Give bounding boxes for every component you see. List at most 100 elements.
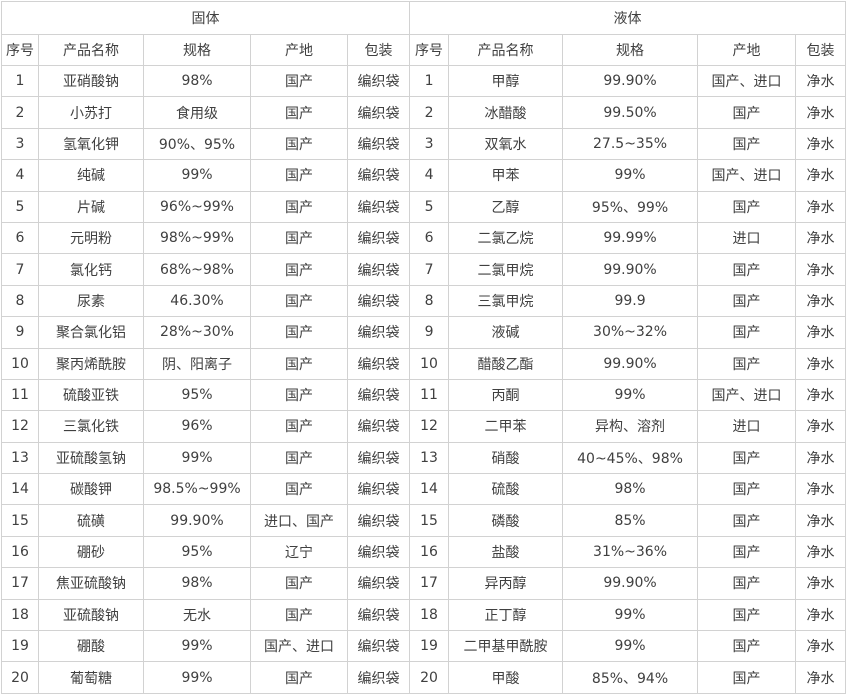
cell-solid-product-name: 亚硝酸钠 — [38, 64, 144, 98]
column-header-liquid-spec: 规格 — [562, 34, 699, 66]
cell-liquid-package: 净水 — [795, 630, 846, 663]
cell-liquid-package: 净水 — [795, 96, 846, 129]
cell-liquid-package: 净水 — [795, 127, 846, 161]
cell-solid-index: 7 — [1, 253, 39, 286]
cell-solid-product-name: 三氯化铁 — [38, 410, 144, 443]
cell-solid-index: 8 — [1, 284, 39, 318]
cell-solid-origin: 国产 — [250, 473, 348, 506]
group-header-row: 固体 液体 — [0, 1, 846, 35]
cell-solid-spec: 98.5%~99% — [143, 473, 251, 506]
cell-liquid-spec: 99.99% — [562, 221, 699, 255]
cell-solid-product-name: 硫酸亚铁 — [38, 378, 144, 412]
cell-solid-origin: 国产 — [250, 190, 348, 223]
cell-liquid-product-name: 醋酸乙酯 — [448, 347, 564, 380]
table-row: 11 硫酸亚铁 95% 国产 编织袋 11 丙酮 99% 国产、进口 净水 — [1, 378, 846, 412]
cell-solid-origin: 进口、国产 — [250, 504, 348, 537]
cell-solid-origin: 国产、进口 — [250, 630, 348, 663]
cell-liquid-origin: 国产 — [697, 535, 797, 569]
cell-liquid-index: 1 — [409, 64, 450, 98]
column-header-solid-index: 序号 — [1, 34, 39, 66]
cell-liquid-spec: 99.90% — [562, 64, 699, 98]
liquid-group-header: 液体 — [409, 1, 846, 35]
table-row: 5 片碱 96%~99% 国产 编织袋 5 乙醇 95%、99% 国产 净水 — [1, 190, 846, 223]
cell-liquid-index: 12 — [409, 410, 450, 443]
cell-solid-package: 编织袋 — [346, 378, 411, 412]
cell-liquid-package: 净水 — [795, 221, 846, 255]
cell-solid-index: 2 — [1, 96, 39, 129]
cell-liquid-product-name: 磷酸 — [448, 504, 564, 537]
cell-liquid-package: 净水 — [795, 64, 846, 98]
cell-solid-spec: 95% — [143, 535, 251, 569]
cell-solid-product-name: 聚丙烯酰胺 — [38, 347, 144, 380]
cell-liquid-package: 净水 — [795, 410, 846, 443]
cell-solid-product-name: 氢氧化钾 — [38, 127, 144, 161]
cell-solid-package: 编织袋 — [346, 159, 411, 192]
column-header-solid-name: 产品名称 — [38, 34, 144, 66]
cell-liquid-product-name: 甲酸 — [448, 661, 564, 694]
cell-solid-spec: 68%~98% — [143, 253, 251, 286]
cell-liquid-spec: 99% — [562, 378, 699, 412]
cell-solid-origin: 国产 — [250, 221, 348, 255]
cell-solid-origin: 国产 — [250, 378, 348, 412]
column-header-solid-spec: 规格 — [143, 34, 251, 66]
column-header-liquid-index: 序号 — [409, 34, 450, 66]
cell-liquid-origin: 国产 — [697, 253, 797, 286]
cell-solid-index: 3 — [1, 127, 39, 161]
cell-solid-spec: 98%~99% — [143, 221, 251, 255]
cell-liquid-origin: 国产 — [697, 598, 797, 632]
cell-solid-package: 编织袋 — [346, 535, 411, 569]
cell-liquid-spec: 85% — [562, 504, 699, 537]
cell-solid-spec: 28%~30% — [143, 316, 251, 349]
solid-group-header: 固体 — [0, 1, 411, 35]
cell-liquid-spec: 31%~36% — [562, 535, 699, 569]
cell-solid-spec: 99% — [143, 630, 251, 663]
cell-solid-spec: 46.30% — [143, 284, 251, 318]
cell-solid-package: 编织袋 — [346, 316, 411, 349]
cell-liquid-index: 18 — [409, 598, 450, 632]
cell-liquid-origin: 国产、进口 — [697, 159, 797, 192]
cell-liquid-product-name: 二甲苯 — [448, 410, 564, 443]
cell-solid-package: 编织袋 — [346, 504, 411, 537]
cell-liquid-index: 13 — [409, 441, 450, 475]
cell-liquid-origin: 国产 — [697, 96, 797, 129]
cell-liquid-product-name: 乙醇 — [448, 190, 564, 223]
cell-solid-origin: 辽宁 — [250, 535, 348, 569]
cell-solid-package: 编织袋 — [346, 190, 411, 223]
cell-liquid-origin: 国产 — [697, 347, 797, 380]
cell-liquid-origin: 国产、进口 — [697, 378, 797, 412]
cell-solid-package: 编织袋 — [346, 127, 411, 161]
cell-liquid-index: 14 — [409, 473, 450, 506]
cell-solid-origin: 国产 — [250, 159, 348, 192]
cell-solid-index: 16 — [1, 535, 39, 569]
column-header-row: 序号 产品名称 规格 产地 包装 序号 产品名称 规格 产地 包装 — [1, 34, 846, 66]
cell-solid-origin: 国产 — [250, 127, 348, 161]
cell-solid-spec: 90%、95% — [143, 127, 251, 161]
cell-solid-product-name: 聚合氯化铝 — [38, 316, 144, 349]
cell-liquid-index: 17 — [409, 567, 450, 600]
cell-liquid-origin: 国产 — [697, 567, 797, 600]
cell-liquid-package: 净水 — [795, 190, 846, 223]
cell-solid-product-name: 片碱 — [38, 190, 144, 223]
cell-solid-index: 18 — [1, 598, 39, 632]
cell-liquid-spec: 30%~32% — [562, 316, 699, 349]
cell-liquid-index: 20 — [409, 661, 450, 694]
table-row: 3 氢氧化钾 90%、95% 国产 编织袋 3 双氧水 27.5~35% 国产 净水 — [1, 127, 846, 161]
cell-liquid-index: 16 — [409, 535, 450, 569]
cell-solid-package: 编织袋 — [346, 410, 411, 443]
cell-liquid-spec: 40~45%、98% — [562, 441, 699, 475]
cell-liquid-product-name: 液碱 — [448, 316, 564, 349]
table-row: 6 元明粉 98%~99% 国产 编织袋 6 二氯乙烷 99.99% 进口 净水 — [1, 221, 846, 255]
cell-solid-index: 20 — [1, 661, 39, 694]
cell-solid-index: 19 — [1, 630, 39, 663]
cell-liquid-index: 7 — [409, 253, 450, 286]
cell-liquid-product-name: 二氯甲烷 — [448, 253, 564, 286]
cell-solid-spec: 96% — [143, 410, 251, 443]
table-row: 7 氯化钙 68%~98% 国产 编织袋 7 二氯甲烷 99.90% 国产 净水 — [1, 253, 846, 286]
cell-solid-origin: 国产 — [250, 567, 348, 600]
cell-liquid-package: 净水 — [795, 598, 846, 632]
cell-solid-spec: 99% — [143, 159, 251, 192]
table-row: 9 聚合氯化铝 28%~30% 国产 编织袋 9 液碱 30%~32% 国产 净水 — [1, 316, 846, 349]
cell-solid-product-name: 葡萄糖 — [38, 661, 144, 694]
cell-solid-package: 编织袋 — [346, 661, 411, 694]
